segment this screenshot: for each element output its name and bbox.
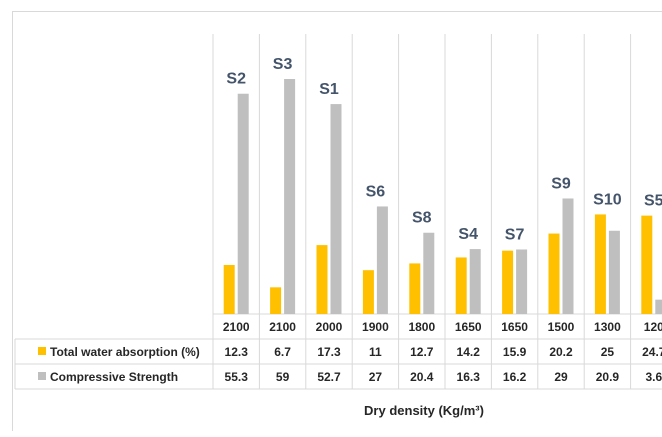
water-absorption-bar	[455, 257, 467, 314]
compressive-strength-bar	[608, 230, 620, 314]
category-tick-label: 1500	[548, 320, 575, 334]
legend-label: Total water absorption (%)	[50, 345, 200, 359]
table-value: 16.3	[457, 370, 481, 384]
category-tick-label: 1900	[362, 320, 389, 334]
water-absorption-bar	[270, 287, 282, 314]
table-value: 15.9	[503, 345, 527, 359]
table-value: 12.3	[225, 345, 249, 359]
water-absorption-bar	[641, 215, 653, 314]
table-value: 55.3	[225, 370, 249, 384]
sample-label: S9	[551, 175, 571, 192]
compressive-strength-bar	[376, 206, 388, 314]
sample-label: S3	[273, 56, 293, 73]
x-axis-title: Dry density (Kg/m³)	[364, 403, 484, 418]
table-value: 59	[276, 370, 290, 384]
table-value: 14.2	[457, 345, 481, 359]
sample-label: S8	[412, 210, 432, 227]
table-value: 20.4	[410, 370, 434, 384]
sample-label: S2	[226, 71, 246, 88]
table-value: 6.7	[274, 345, 291, 359]
table-value: 24.7	[642, 345, 662, 359]
compressive-strength-bar	[284, 79, 296, 314]
category-tick-label: 1300	[594, 320, 621, 334]
compressive-strength-bar	[469, 249, 481, 314]
water-absorption-bar	[409, 263, 421, 314]
table-value: 29	[554, 370, 568, 384]
table-value: 12.7	[410, 345, 434, 359]
sample-labels-layer: S2 S3 S1 S6 S8 S4 S7 S9 S10 S5	[226, 56, 662, 243]
category-tick-label: 2100	[223, 320, 250, 334]
sample-label: S4	[458, 226, 478, 243]
bars-layer	[223, 79, 662, 314]
water-absorption-bar	[223, 265, 235, 314]
category-tick-label: 2100	[269, 320, 296, 334]
category-tick-label: 1650	[501, 320, 528, 334]
chart-frame: S2 S3 S1 S6 S8 S4 S7 S9 S10 S5 2100 12.3 55.3 2100 6.…	[12, 11, 662, 431]
table-value: 52.7	[317, 370, 341, 384]
water-absorption-bar	[502, 250, 514, 314]
water-absorption-bar	[362, 270, 374, 314]
water-absorption-bar	[316, 245, 328, 314]
sample-label: S1	[319, 81, 339, 98]
table-value: 20.2	[549, 345, 573, 359]
sample-label: S10	[593, 191, 622, 208]
bar-chart: S2 S3 S1 S6 S8 S4 S7 S9 S10 S5 2100 12.3 55.3 2100 6.…	[14, 34, 662, 418]
sample-label: S7	[505, 226, 525, 243]
table-value: 25	[601, 345, 615, 359]
data-table: 2100 12.3 55.3 2100 6.7 59 2000 17.3 52.7 1900 11 2…	[38, 320, 662, 384]
category-tick-label: 1800	[408, 320, 435, 334]
category-tick-label: 2000	[316, 320, 343, 334]
compressive-strength-bar	[330, 104, 342, 314]
table-value: 20.9	[596, 370, 620, 384]
table-value: 27	[369, 370, 383, 384]
compressive-strength-bar	[562, 198, 574, 314]
table-value: 17.3	[317, 345, 341, 359]
table-value: 16.2	[503, 370, 527, 384]
water-absorption-bar	[548, 233, 560, 314]
compressive-strength-bar	[237, 93, 249, 314]
water-absorption-bar	[594, 214, 606, 314]
compressive-strength-bar	[655, 299, 662, 314]
table-value: 3.6	[645, 370, 662, 384]
compressive-strength-bar	[516, 249, 528, 314]
compressive-strength-bar	[423, 232, 435, 314]
compressive-strength-legend-key	[38, 372, 46, 380]
table-value: 11	[369, 345, 382, 359]
category-tick-label: 1650	[455, 320, 482, 334]
legend-label: Compressive Strength	[50, 370, 178, 384]
water-absorption-legend-key	[38, 347, 46, 355]
sample-label: S6	[366, 183, 386, 200]
category-tick-label: 120	[644, 320, 662, 334]
sample-label: S5	[644, 193, 662, 210]
